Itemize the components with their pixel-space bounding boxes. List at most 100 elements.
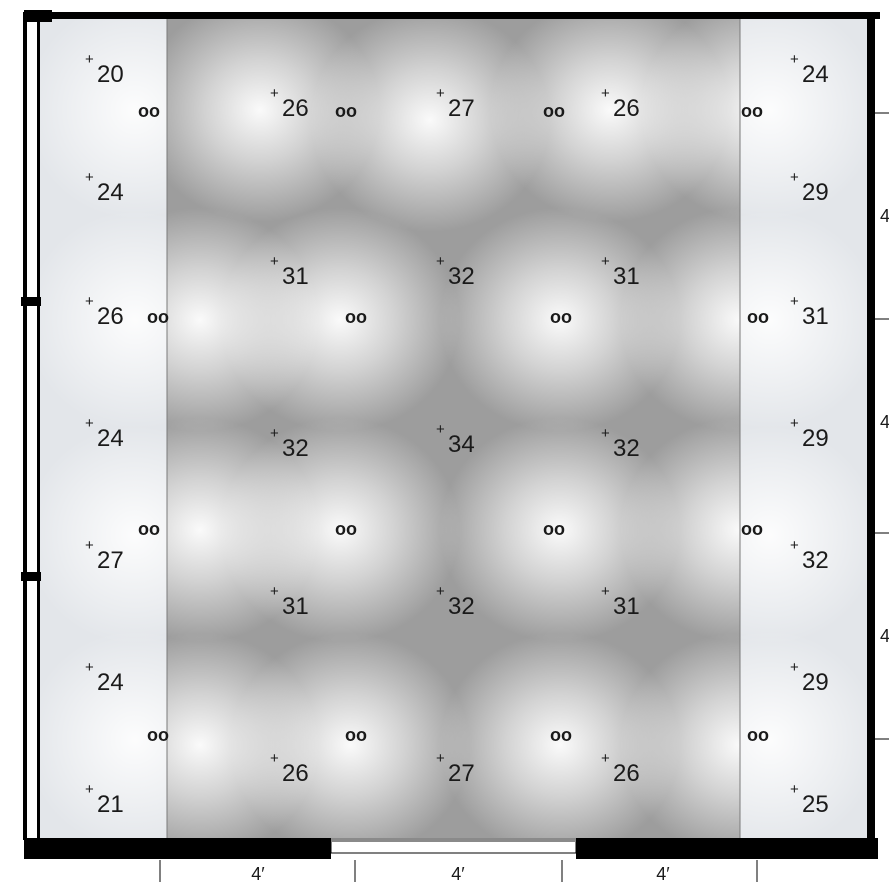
point-marker: +	[85, 293, 94, 310]
measurement-point: +26	[601, 85, 640, 122]
light-pool	[440, 418, 680, 642]
illuminance-value: 26	[282, 760, 309, 787]
point-marker: +	[790, 415, 799, 432]
measurement-point: +29	[790, 169, 829, 206]
light-pool	[740, 630, 868, 838]
right-dimension-labels: 4 4 4	[880, 206, 889, 646]
illuminance-value: 24	[802, 61, 829, 88]
measurement-point: +29	[790, 659, 829, 696]
illuminance-value: 32	[448, 593, 475, 620]
illuminance-value: 24	[97, 669, 124, 696]
point-marker: +	[436, 85, 445, 102]
light-pool	[740, 425, 868, 645]
measurement-point: +31	[601, 253, 640, 290]
illuminance-value: 27	[448, 760, 475, 787]
light-pools-right	[740, 18, 868, 838]
illuminance-value: 24	[97, 179, 124, 206]
measurement-points: +20+26+27+26+24+24+29+31+32+31+26+31+24 +…	[85, 51, 829, 818]
light-pool	[740, 18, 868, 220]
door-threshold	[331, 838, 576, 842]
light-pools-center	[167, 18, 740, 838]
point-marker: +	[790, 537, 799, 554]
light-pool	[440, 208, 680, 432]
light-pool	[40, 18, 167, 220]
light-pool	[640, 18, 740, 221]
point-marker: +	[436, 583, 445, 600]
point-marker: +	[790, 659, 799, 676]
illuminance-value: 27	[97, 547, 124, 574]
point-marker: +	[85, 169, 94, 186]
bottom-dimension-ticks	[159, 860, 758, 882]
light-pool	[740, 210, 868, 430]
light-pool	[620, 418, 740, 642]
illuminance-value: 26	[613, 760, 640, 787]
point-marker: +	[270, 425, 279, 442]
illuminance-value: 26	[282, 95, 309, 122]
measurement-point: +32	[601, 425, 640, 462]
point-marker: +	[270, 583, 279, 600]
fixture-symbol: oo	[147, 725, 169, 745]
fixture-symbol: oo	[335, 101, 357, 121]
left-wall-window-fill	[27, 19, 37, 839]
point-marker: +	[85, 51, 94, 68]
illuminance-value: 20	[97, 61, 124, 88]
fixture-symbol: oo	[345, 725, 367, 745]
measurement-point: +31	[790, 293, 829, 330]
point-marker: +	[601, 425, 610, 442]
fixture-symbol: oo	[550, 725, 572, 745]
dimension-label: 4	[880, 412, 889, 432]
illuminance-value: 29	[802, 179, 829, 206]
fixture-symbol: oo	[147, 307, 169, 327]
point-marker: +	[790, 169, 799, 186]
right-wall	[867, 12, 875, 841]
light-fixtures: oo oo oo oo oo oo oo oo oo oo oo oo oo oo oo oo	[138, 101, 769, 745]
point-marker: +	[601, 253, 610, 270]
point-marker: +	[270, 750, 279, 767]
fixture-symbol: oo	[550, 307, 572, 327]
window-mullion-2	[21, 572, 41, 581]
illuminance-value: 31	[613, 593, 640, 620]
measurement-point: +21	[85, 781, 124, 818]
bottom-wall-right	[576, 838, 878, 859]
illuminance-value: 31	[282, 593, 309, 620]
fixture-symbol: oo	[741, 101, 763, 121]
point-marker: +	[601, 85, 610, 102]
illuminance-value: 31	[282, 263, 309, 290]
illuminance-value: 32	[613, 435, 640, 462]
measurement-point: +32	[436, 253, 475, 290]
measurement-point: +20	[85, 51, 124, 88]
illuminance-value: 34	[448, 431, 475, 458]
fixture-symbol: oo	[138, 101, 160, 121]
point-marker: +	[85, 659, 94, 676]
bottom-dimension-labels: 4′ 4′ 4′	[251, 864, 670, 882]
point-marker: +	[85, 537, 94, 554]
point-marker: +	[436, 421, 445, 438]
measurement-point: +31	[270, 583, 309, 620]
light-pools-left	[40, 18, 167, 838]
illuminance-value: 21	[97, 791, 124, 818]
measurement-point: +31	[601, 583, 640, 620]
illuminance-value: 32	[282, 435, 309, 462]
light-pool	[310, 18, 550, 232]
measurement-point: +31	[270, 253, 309, 290]
light-pool	[620, 208, 740, 432]
measurement-point: +29	[790, 415, 829, 452]
point-marker: +	[270, 85, 279, 102]
fixture-symbol: oo	[138, 519, 160, 539]
measurement-point: +24	[85, 169, 124, 206]
point-marker: +	[601, 583, 610, 600]
illuminance-value: 31	[613, 263, 640, 290]
fixture-symbol: oo	[741, 519, 763, 539]
illuminance-value: 25	[802, 791, 829, 818]
dimension-label: 4	[880, 206, 889, 226]
illuminance-value: 24	[97, 425, 124, 452]
illuminance-value: 32	[802, 547, 829, 574]
illuminance-value: 31	[802, 303, 829, 330]
illuminance-value: 32	[448, 263, 475, 290]
top-wall	[28, 12, 880, 19]
fixture-symbol: oo	[345, 307, 367, 327]
illuminance-value: 29	[802, 425, 829, 452]
light-pool	[167, 208, 320, 432]
dimension-label: 4′	[251, 864, 265, 882]
light-pool	[440, 633, 680, 838]
